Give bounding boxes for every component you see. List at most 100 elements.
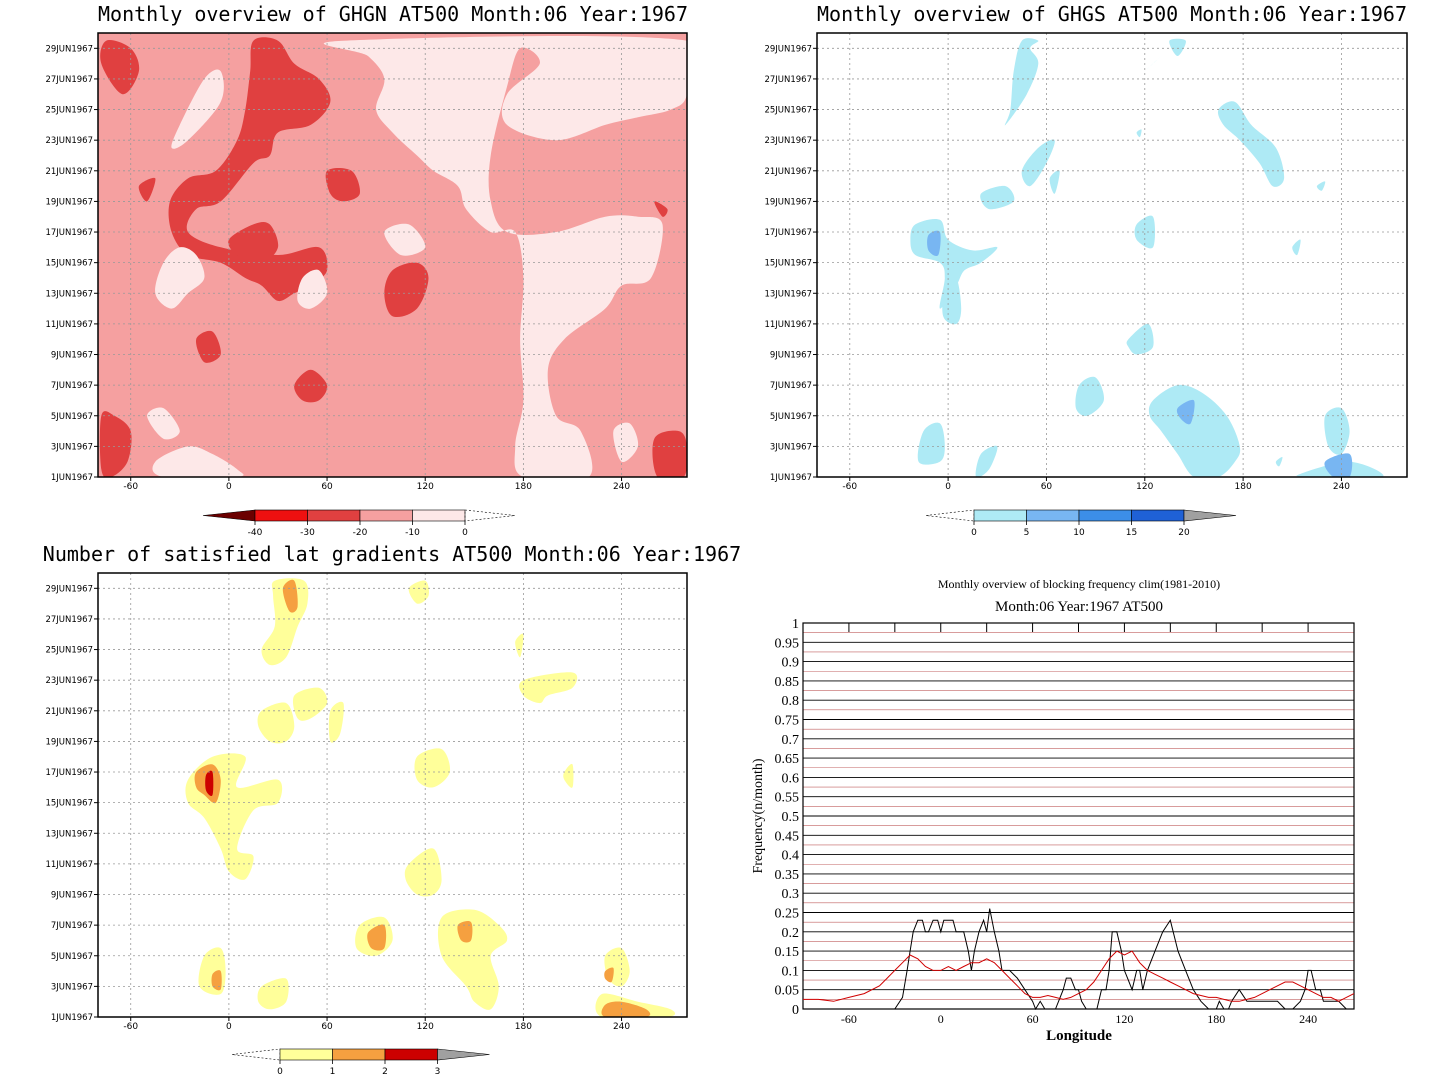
y-tick-label: 0.3 xyxy=(782,887,800,902)
y-tick-label: 13JUN1967 xyxy=(764,289,812,299)
y-tick-label: 1 xyxy=(792,617,799,632)
contour-region-0-3 xyxy=(1217,101,1285,187)
contour-region-0-1 xyxy=(408,580,430,604)
y-tick-label: 23JUN1967 xyxy=(45,136,93,146)
contour-region-1-0 xyxy=(927,230,941,257)
colorbar-box xyxy=(254,509,308,522)
contour-region-0-19 xyxy=(1136,129,1142,138)
y-tick-label: 1JUN1967 xyxy=(770,473,812,483)
y-tick-label: 23JUN1967 xyxy=(764,136,812,146)
panel-lat-gradients: Number of satisfied lat gradients AT500 … xyxy=(43,542,741,1077)
contour-region-1-5 xyxy=(604,967,614,983)
plot-frame xyxy=(97,32,688,478)
panel-ghgn-title: Monthly overview of GHGN AT500 Month:06 … xyxy=(98,2,688,26)
contour-region-0-8 xyxy=(652,430,687,477)
y-tick-label: 0.5 xyxy=(782,810,800,825)
contour-region-0-8 xyxy=(942,276,962,325)
contour-region-0-6 xyxy=(294,369,328,403)
contour-region-1-5 xyxy=(152,446,244,477)
contour-region-0-7 xyxy=(1134,215,1156,249)
plot-frame xyxy=(816,32,1408,478)
x-tick-label: 240 xyxy=(1333,482,1350,492)
y-tick-label: 21JUN1967 xyxy=(45,707,93,717)
x-tick-label: 180 xyxy=(1235,482,1252,492)
y-tick-label: 27JUN1967 xyxy=(764,75,812,85)
y-tick-label: 25JUN1967 xyxy=(45,106,93,116)
contour-region-0-5 xyxy=(980,185,1015,210)
contour-region-1-3 xyxy=(457,921,473,943)
y-tick-label: 25JUN1967 xyxy=(764,106,812,116)
x-tick-label: 120 xyxy=(417,1022,434,1032)
colorbar-box xyxy=(973,509,1027,522)
colorbar-label: -40 xyxy=(248,528,263,538)
colorbar-label: -10 xyxy=(405,528,420,538)
colorbar-box xyxy=(279,1048,333,1061)
contour-layer xyxy=(910,38,1384,477)
colorbar-box xyxy=(1078,509,1132,522)
y-tick-label: 1JUN1967 xyxy=(51,473,93,483)
x-tick-label: 120 xyxy=(417,482,434,492)
contour-region-0-9 xyxy=(1126,323,1154,355)
y-tick-label: 7JUN1967 xyxy=(770,381,812,391)
contour-region-1-2 xyxy=(171,69,224,149)
contour-region-0-0 xyxy=(1004,38,1039,126)
contour-region-0-13 xyxy=(975,445,998,477)
y-tick-label: 9JUN1967 xyxy=(51,351,93,361)
y-tick-label: 0.9 xyxy=(782,656,800,671)
contour-region-0-10 xyxy=(404,848,442,897)
contour-region-0-9 xyxy=(138,177,156,202)
x-tick-label: 0 xyxy=(945,482,951,492)
y-axis-label: Frequency(n/month) xyxy=(751,758,766,873)
panel-blocking-plot: 0 0.05 0.1 0.15 0.2 0.25 0.3 0.35 0.4 0.45 0.5 0.55… xyxy=(775,617,1355,1026)
y-tick-label: 0.65 xyxy=(775,752,800,767)
contour-region-0-3 xyxy=(228,221,279,263)
contour-region-0-4 xyxy=(1021,139,1055,187)
y-tick-label: 15JUN1967 xyxy=(45,259,93,269)
y-tick-label: 0.25 xyxy=(775,907,800,922)
y-tick-label: 13JUN1967 xyxy=(45,289,93,299)
y-tick-label: 29JUN1967 xyxy=(45,44,93,54)
y-tick-label: 15JUN1967 xyxy=(764,259,812,269)
colorbar-label: 2 xyxy=(382,1067,388,1077)
y-tick-label: 0.95 xyxy=(775,636,800,651)
y-tick-label: 1JUN1967 xyxy=(51,1013,93,1023)
colorbar: 0 5 10 15 20 xyxy=(925,509,1237,538)
contour-region-1-1 xyxy=(1176,399,1195,425)
colorbar-label: 10 xyxy=(1073,528,1085,538)
panel-ghgs: Monthly overview of GHGS AT500 Month:06 … xyxy=(764,2,1408,538)
contour-region-0-11 xyxy=(1148,384,1241,477)
contour-region-0-18 xyxy=(1292,239,1301,256)
y-tick-label: 21JUN1967 xyxy=(764,167,812,177)
colorbar-label: 15 xyxy=(1126,528,1137,538)
colorbar-label: 5 xyxy=(1024,528,1030,538)
y-tick-label: 0 xyxy=(792,1003,799,1018)
contour-region-0-2 xyxy=(99,411,132,477)
colorbar-high-triangle xyxy=(437,1048,490,1061)
y-tick-label: 0.1 xyxy=(782,964,800,979)
y-tick-label: 27JUN1967 xyxy=(45,615,93,625)
colorbar-low-triangle xyxy=(202,509,256,522)
x-tick-label: 180 xyxy=(1207,1012,1225,1026)
colorbar: -40 -30 -20 -10 0 xyxy=(202,509,516,538)
y-tick-label: 7JUN1967 xyxy=(51,921,93,931)
y-tick-label: 0.2 xyxy=(782,926,800,941)
colorbar-box xyxy=(359,509,413,522)
contour-region-0-2 xyxy=(1169,38,1186,56)
contour-region-0-14 xyxy=(1324,407,1350,455)
y-tick-label: 23JUN1967 xyxy=(45,676,93,686)
y-tick-label: 25JUN1967 xyxy=(45,646,93,656)
x-tick-label: 0 xyxy=(226,1022,232,1032)
contour-region-0-5 xyxy=(257,702,295,744)
colorbar-high-triangle xyxy=(1183,509,1237,522)
contour-region-1-6 xyxy=(601,1001,651,1017)
y-tick-label: 17JUN1967 xyxy=(764,228,812,238)
y-tick-label: 9JUN1967 xyxy=(770,351,812,361)
y-tick-label: 3JUN1967 xyxy=(770,442,812,452)
x-tick-label: -60 xyxy=(123,482,138,492)
colorbar-box xyxy=(1026,509,1080,522)
colorbar-label: -20 xyxy=(353,528,368,538)
contour-region-0-2 xyxy=(515,633,524,658)
contour-region-0-10 xyxy=(654,201,668,217)
x-tick-label: 240 xyxy=(613,1022,630,1032)
x-tick-label: 240 xyxy=(613,482,630,492)
